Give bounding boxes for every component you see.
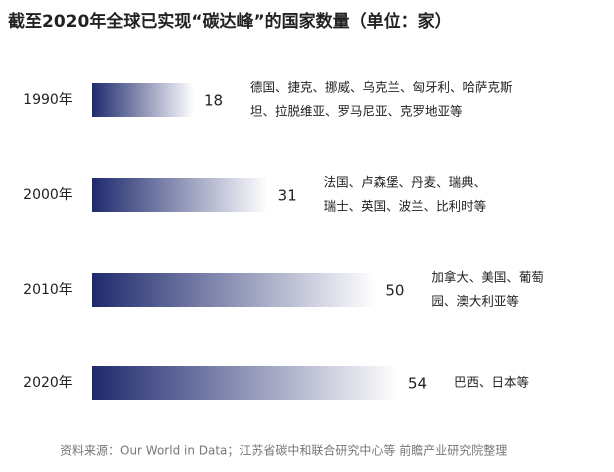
bar (92, 273, 376, 307)
y-tick-label: 2000年 (23, 187, 73, 203)
value-label: 54 (408, 375, 427, 393)
y-tick-label: 2010年 (23, 282, 73, 298)
y-tick-label: 1990年 (23, 92, 73, 108)
y-tick-label: 2020年 (23, 375, 73, 391)
chart-title: 截至2020年全球已实现“碳达峰”的国家数量（单位：家） (8, 11, 452, 32)
bar (92, 366, 398, 400)
value-label: 50 (385, 282, 404, 300)
annotation: 园、澳大利亚等 (431, 294, 519, 309)
annotation: 德国、捷克、挪威、乌克兰、匈牙利、哈萨克斯 (250, 80, 513, 95)
value-label: 31 (278, 187, 297, 205)
bar (92, 83, 194, 117)
annotation: 巴西、日本等 (454, 375, 529, 390)
annotation: 加拿大、美国、葡萄 (431, 270, 544, 285)
annotation: 瑞士、英国、波兰、比利时等 (324, 199, 487, 214)
annotation: 坦、拉脱维亚、罗马尼亚、克罗地亚等 (250, 104, 463, 119)
value-label: 18 (204, 92, 223, 110)
source: 资料来源：Our World in Data；江苏省碳中和联合研究中心等 前瞻产… (60, 443, 507, 458)
annotation: 法国、卢森堡、丹麦、瑞典、 (324, 175, 487, 190)
bar (92, 178, 268, 212)
